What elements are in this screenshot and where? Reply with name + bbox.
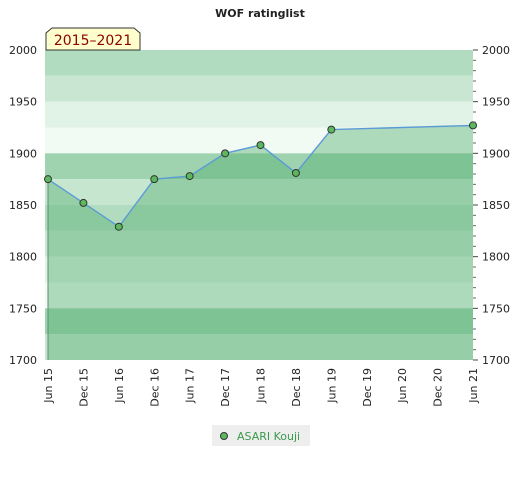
x-tick-label: Dec 20 [432, 368, 445, 407]
series-line-layer [47, 124, 474, 360]
background-band [45, 230, 473, 257]
y-tick-label-right: 1750 [482, 302, 510, 315]
y-tick-label-right: 1850 [482, 199, 510, 212]
data-point [114, 222, 123, 231]
data-point [327, 125, 336, 134]
data-point [221, 149, 230, 158]
y-tick-label-right: 1950 [482, 96, 510, 109]
background-band [45, 308, 473, 335]
x-tick-label: Jun 17 [184, 368, 197, 404]
period-badge-shape [45, 27, 141, 51]
x-tick-label: Jun 16 [113, 368, 126, 404]
legend-marker [220, 432, 228, 440]
y-tick-label-left: 1700 [9, 354, 37, 367]
legend: ASARI Kouji [212, 425, 310, 446]
y-tick-label-left: 1750 [9, 302, 37, 315]
series-area-fill [48, 125, 473, 360]
x-tick-label: Dec 18 [290, 368, 303, 407]
y-tick-label-right: 1900 [482, 147, 510, 160]
background-band [45, 256, 473, 283]
data-point [291, 168, 300, 177]
background-band [45, 127, 473, 154]
y-tick-label-right: 2000 [482, 44, 510, 57]
background-band [45, 101, 473, 128]
x-tick-label: Dec 16 [148, 368, 161, 407]
y-axis-left: 1700 1750 1800 1850 1900 1950 2000 [9, 44, 37, 367]
period-badge-text: 2015–2021 [54, 33, 132, 49]
x-axis: Jun 15 Dec 15 Jun 16 Dec 16 Jun 17 Dec 17 Jun … [42, 368, 480, 407]
y-tick-label-left: 2000 [9, 44, 37, 57]
x-tick-label: Dec 15 [77, 368, 90, 407]
area-fill-layer [48, 125, 473, 360]
data-point [44, 175, 52, 184]
background-band [45, 282, 473, 309]
data-point [469, 121, 477, 130]
y-tick-label-right: 1700 [482, 354, 510, 367]
series-line [47, 124, 474, 228]
x-tick-label: Dec 17 [219, 368, 232, 407]
y-tick-label-left: 1950 [9, 96, 37, 109]
background-band [45, 334, 473, 360]
background-band [45, 75, 473, 102]
x-tick-label: Jun 20 [396, 368, 409, 404]
x-tick-label: Jun 19 [325, 368, 338, 404]
background-band [45, 179, 473, 205]
y-tick-label-left: 1800 [9, 251, 37, 264]
y-tick-label-left: 1900 [9, 147, 37, 160]
x-tick-label: Jun 15 [42, 368, 55, 404]
chart-title: WOF ratinglist [215, 7, 305, 20]
x-tick-label: Jun 21 [467, 368, 480, 404]
y-tick-label-right: 1800 [482, 251, 510, 264]
background-bands [45, 50, 473, 360]
data-point [79, 198, 88, 207]
y-tick-label-left: 1850 [9, 199, 37, 212]
data-points [44, 121, 477, 231]
legend-box [212, 425, 310, 446]
background-band [45, 153, 473, 180]
x-tick-label: Dec 19 [361, 368, 374, 407]
x-tick-label: Jun 18 [255, 368, 268, 404]
data-point [150, 175, 159, 184]
background-band [45, 50, 473, 76]
y-axis-right: 1700 1750 1800 1850 1900 1950 2000 [473, 44, 510, 367]
legend-series-label: ASARI Kouji [237, 430, 300, 443]
period-badge: 2015–2021 [45, 27, 141, 51]
data-point [185, 172, 194, 181]
data-point [256, 141, 265, 150]
